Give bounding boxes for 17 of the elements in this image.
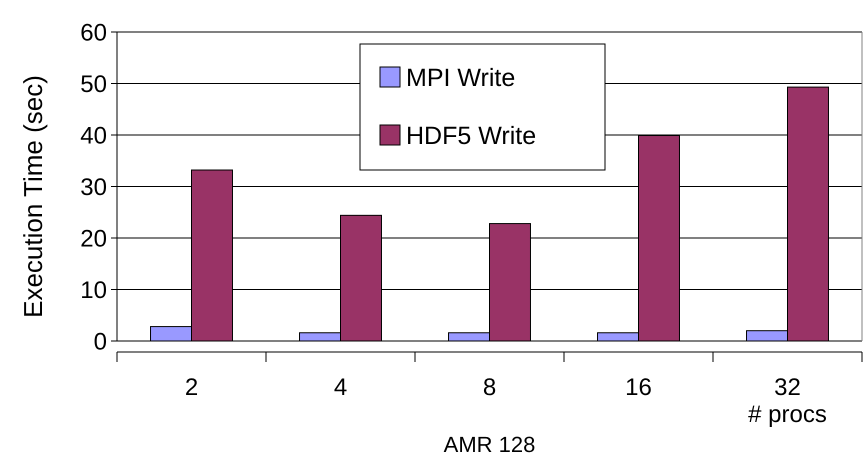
x-tick-label: 4: [334, 374, 348, 401]
y-tick-label: 30: [80, 174, 107, 201]
x-tick-label: 32: [774, 374, 801, 401]
text: # procs: [748, 401, 827, 428]
x-tick-label: 16: [625, 374, 652, 401]
y-tick-label: 20: [80, 225, 107, 252]
y-tick-label: 10: [80, 276, 107, 304]
y-axis-title: Execution Time (sec): [18, 75, 48, 318]
y-tick-label: 40: [80, 122, 107, 150]
y-tick-label: 0: [94, 328, 107, 356]
y-tick-label: 50: [80, 70, 107, 98]
x-tick-label: 2: [184, 374, 198, 401]
legend-label: HDF5 Write: [406, 122, 536, 150]
y-tick-label: 60: [80, 19, 107, 46]
x-axis-title: AMR 128: [444, 432, 536, 457]
x-tick-label: 8: [482, 374, 496, 401]
legend-label: MPI Write: [406, 64, 516, 92]
